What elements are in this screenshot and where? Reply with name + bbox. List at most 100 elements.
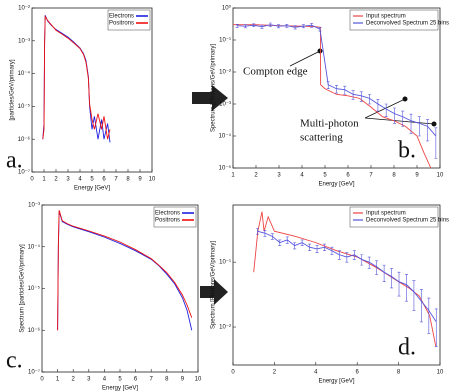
error-bar <box>277 24 281 29</box>
error-bar <box>417 116 421 137</box>
error-bar <box>326 81 330 90</box>
error-bar <box>352 250 356 260</box>
x-tick-label: 1 <box>42 177 46 183</box>
y-tick-label: 10⁻³ <box>219 102 231 108</box>
y-tick-label: 10⁻⁴ <box>18 70 31 77</box>
x-tick-label: 0 <box>231 370 235 376</box>
x-tick-label: 6 <box>102 177 106 183</box>
x-tick-label: 7 <box>150 377 154 383</box>
error-bar <box>255 228 259 235</box>
y-tick-label: 10⁻⁵ <box>28 285 41 292</box>
error-bar <box>252 23 256 28</box>
x-tick-label: 4 <box>103 377 107 383</box>
panel-label: d. <box>398 335 416 361</box>
error-bar <box>343 85 347 95</box>
error-bar <box>351 90 355 100</box>
x-tick-label: 10 <box>437 173 444 179</box>
panel-label: a. <box>6 148 23 174</box>
x-tick-label: 8 <box>126 177 130 183</box>
error-bar <box>330 246 334 256</box>
legend-label: Electrons <box>109 14 134 20</box>
error-bar <box>322 243 326 252</box>
error-bar <box>367 256 371 269</box>
x-tick-label: 2 <box>273 370 277 376</box>
error-bar <box>318 26 322 32</box>
y-tick-label: 10⁻⁷ <box>18 169 30 176</box>
error-bar <box>359 91 363 102</box>
error-bar <box>293 25 297 30</box>
error-bar <box>419 289 423 323</box>
legend-box <box>349 9 439 31</box>
y-tick-label: 10⁻⁴ <box>219 133 232 140</box>
error-bar <box>243 24 247 29</box>
x-tick-label: 7 <box>114 177 118 183</box>
error-bar <box>263 229 267 237</box>
annotation-dot <box>317 48 323 54</box>
error-bar <box>315 245 319 253</box>
error-bar <box>375 260 379 275</box>
annotation: Multi-photon <box>300 118 359 130</box>
series-line <box>233 24 432 169</box>
legend-label: Deconvolved Spectrum 25 bins <box>366 21 449 27</box>
x-tick-label: 8 <box>397 370 401 376</box>
error-bar <box>308 243 312 252</box>
error-bar <box>427 297 431 334</box>
error-bar <box>390 268 394 289</box>
plot-frame <box>232 7 441 169</box>
y-tick-label: 10⁻² <box>219 70 231 76</box>
leader-line <box>289 50 321 67</box>
y-tick-label: 10⁻⁷ <box>28 369 40 376</box>
x-tick-label: 10 <box>149 177 156 183</box>
error-bar <box>368 94 372 105</box>
x-tick-label: 9 <box>415 173 419 179</box>
y-tick-label: 10⁻⁶ <box>28 327 41 334</box>
error-bar <box>384 103 388 118</box>
annotation-dot <box>402 96 408 102</box>
error-bar <box>301 24 305 29</box>
legend-box <box>349 206 439 228</box>
leader-line <box>364 117 435 125</box>
x-tick-label: 3 <box>277 173 281 179</box>
legend-label: Electrons <box>155 211 180 217</box>
y-tick-label: 10⁻³ <box>28 203 40 209</box>
x-tick-label: 3 <box>66 177 70 183</box>
error-bar <box>409 113 413 134</box>
error-bar <box>345 252 349 263</box>
arrow <box>192 85 228 111</box>
error-bar <box>412 280 416 311</box>
x-tick-label: 5 <box>90 177 94 183</box>
arrow <box>200 279 228 305</box>
x-tick-label: 6 <box>134 377 138 383</box>
x-tick-label: 2 <box>254 173 258 179</box>
x-tick-label: 6 <box>356 370 360 376</box>
error-bar <box>382 264 386 282</box>
y-tick-label: 10⁻⁵ <box>219 165 232 172</box>
x-tick-label: 4 <box>78 177 82 183</box>
y-axis-label: Spectrum [Photons/GeV/primary] <box>211 241 217 329</box>
error-bar <box>335 85 338 94</box>
panel-label: c. <box>6 348 23 374</box>
y-tick-label: 10⁰ <box>222 5 232 12</box>
x-tick-label: 10 <box>437 370 444 376</box>
error-bar <box>300 239 304 246</box>
error-bar <box>235 23 239 28</box>
y-axis-label: [particles/GeV/primary] <box>10 59 16 120</box>
legend-box <box>153 206 197 228</box>
x-tick-label: 9 <box>138 177 142 183</box>
legend-label: Deconvolved Spectrum 25 bins <box>366 218 449 224</box>
error-bar <box>401 110 405 127</box>
y-tick-label: 10⁻³ <box>18 38 30 44</box>
y-tick-label: 10⁻² <box>219 325 231 331</box>
annotation-dot <box>431 121 437 127</box>
plot-frame <box>232 204 441 366</box>
error-bar <box>376 99 380 112</box>
legend-label: Input spectrum <box>366 14 406 20</box>
x-tick-label: 6 <box>346 173 350 179</box>
x-tick-label: 1 <box>231 173 235 179</box>
y-tick-label: 10⁻⁴ <box>28 243 41 250</box>
error-bar <box>426 119 430 142</box>
x-tick-label: 8 <box>392 173 396 179</box>
annotation: scattering <box>300 132 343 144</box>
